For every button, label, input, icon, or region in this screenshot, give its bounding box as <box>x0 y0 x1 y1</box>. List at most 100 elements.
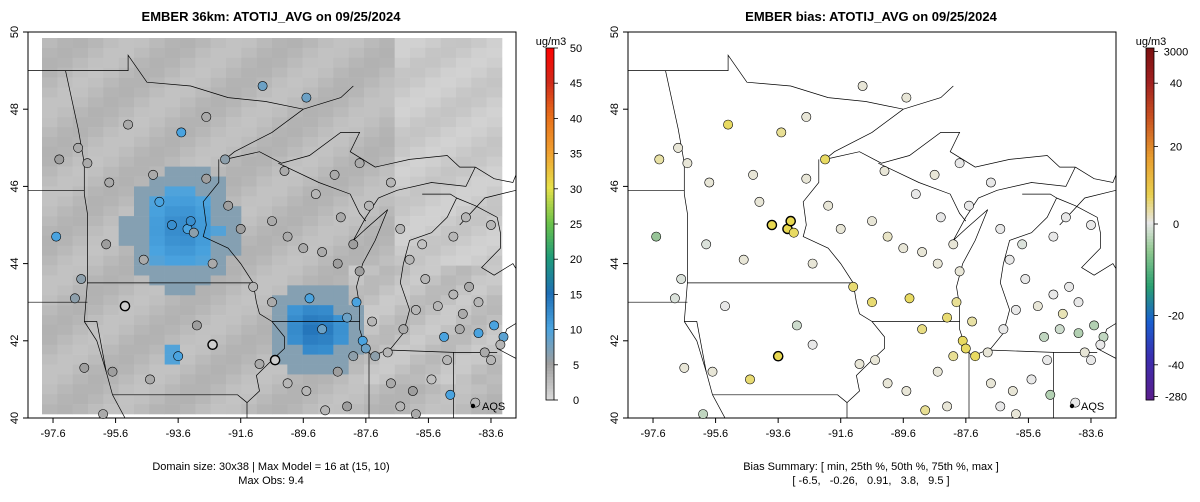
boundary-line <box>352 166 476 241</box>
grid-cell <box>164 334 181 346</box>
grid-cell <box>118 206 135 217</box>
station-point <box>148 169 158 180</box>
grid-cell <box>364 77 380 88</box>
station-point <box>766 219 778 231</box>
colorbar-segment <box>546 115 554 119</box>
grid-cell <box>486 394 503 405</box>
station-point <box>882 378 893 389</box>
grid-cell <box>410 77 426 88</box>
grid-cell <box>103 117 119 128</box>
grid-cell <box>394 67 411 78</box>
grid-cell <box>256 146 273 158</box>
grid-cell <box>195 275 211 286</box>
grid-cell <box>272 226 288 237</box>
station-point <box>457 308 468 319</box>
station-point <box>738 254 749 265</box>
colorbar-segment <box>1146 185 1154 190</box>
station-point <box>51 231 62 242</box>
grid-cell <box>210 315 227 326</box>
colorbar-tick-label: 5 <box>573 360 579 372</box>
grid-cell <box>42 364 58 375</box>
colorbar-segment <box>1146 144 1154 149</box>
grid-cell <box>42 77 58 88</box>
grid-cell <box>272 77 288 88</box>
grid-cell <box>256 394 273 405</box>
grid-cell <box>88 127 104 138</box>
grid-cell <box>164 57 181 68</box>
grid-cell <box>118 107 135 118</box>
grid-cell <box>118 127 135 138</box>
grid-cell <box>88 344 104 355</box>
station-point <box>720 301 730 311</box>
grid-cell <box>486 305 503 316</box>
grid-cell <box>333 206 349 217</box>
grid-cell <box>410 186 426 197</box>
colorbar-segment <box>1146 385 1154 389</box>
colorbar-segment <box>546 194 554 198</box>
grid-cell <box>425 166 441 177</box>
grid-cell <box>103 324 119 336</box>
grid-cell <box>256 176 273 187</box>
grid-cell <box>103 186 119 197</box>
grid-cell <box>118 235 135 247</box>
grid-cell <box>394 117 411 128</box>
grid-cell <box>471 305 487 316</box>
colorbar-segment <box>1146 356 1154 360</box>
grid-cell <box>88 334 104 346</box>
grid-cell <box>72 265 89 276</box>
boundary-line <box>802 159 885 403</box>
grid-cell <box>149 354 165 365</box>
grid-cell <box>348 334 365 346</box>
grid-cell <box>410 265 426 276</box>
grid-cell <box>195 216 211 227</box>
grid-cell <box>134 97 150 108</box>
grid-cell <box>318 374 334 385</box>
colorbar-segment <box>1146 153 1154 157</box>
grid-cell <box>471 196 487 207</box>
grid-cell <box>410 97 426 108</box>
grid-cell <box>272 394 288 405</box>
grid-cell <box>456 394 472 405</box>
grid-cell <box>180 245 196 256</box>
station-point <box>754 196 765 207</box>
grid-cell <box>180 97 196 108</box>
grid-cell <box>256 156 273 167</box>
grid-cell <box>272 176 288 187</box>
grid-cell <box>348 117 365 128</box>
grid-cell <box>318 295 334 306</box>
grid-cell <box>210 275 227 286</box>
grid-cell <box>394 57 411 68</box>
grid-cell <box>456 186 472 197</box>
grid-cell <box>302 265 319 276</box>
grid-cell <box>195 394 211 405</box>
station-point <box>442 355 453 365</box>
station-point <box>745 374 755 385</box>
grid-cell <box>394 285 411 296</box>
grid-cell <box>379 324 395 336</box>
station-point <box>370 351 381 362</box>
station-point <box>332 366 343 377</box>
grid-cell <box>210 57 227 68</box>
grid-cell <box>287 394 303 405</box>
station-point <box>448 231 459 242</box>
colorbar-segment <box>1146 94 1154 99</box>
grid-cell <box>379 334 395 346</box>
grid-cell <box>486 334 503 346</box>
grid-cell <box>287 384 303 395</box>
grid-cell <box>210 38 227 49</box>
grid-cell <box>241 265 257 276</box>
grid-cell <box>318 384 334 395</box>
colorbar-segment <box>546 130 554 134</box>
colorbar-segment <box>546 279 554 284</box>
colorbar-segment <box>546 215 554 219</box>
grid-cell <box>118 374 135 385</box>
station-point <box>1032 301 1043 311</box>
colorbar-segment <box>1146 226 1154 231</box>
grid-cell <box>302 334 319 346</box>
colorbar-segment <box>546 347 554 351</box>
grid-cell <box>88 87 104 98</box>
grid-cell <box>379 295 395 306</box>
grid-cell <box>425 275 441 286</box>
grid-cell <box>72 334 89 346</box>
grid-cell <box>57 305 73 316</box>
